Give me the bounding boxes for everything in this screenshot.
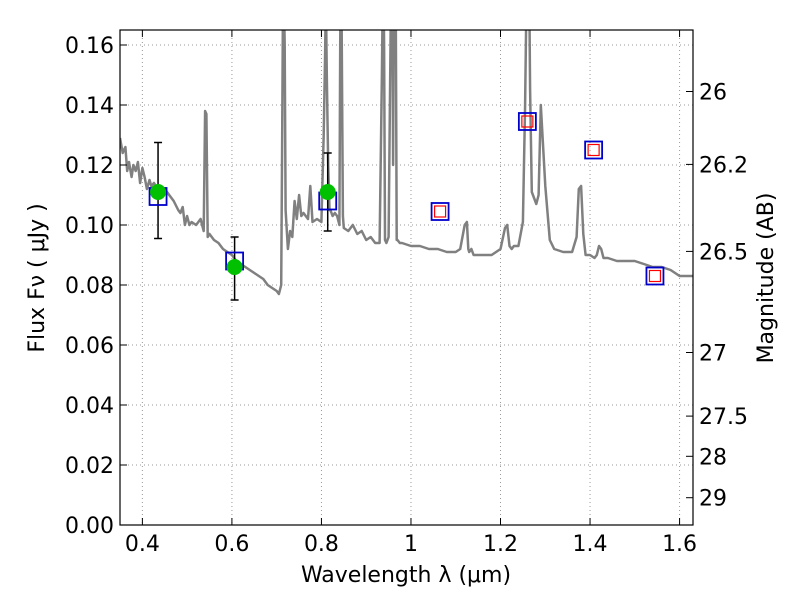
x-tick-label: 0.6 <box>214 532 249 557</box>
grid <box>120 30 693 526</box>
mag-tick-label: 27 <box>699 342 727 367</box>
model-square-marker <box>430 202 450 221</box>
x-tick-label: 0.8 <box>304 532 339 557</box>
x-tick-label: 1 <box>404 532 418 557</box>
model-square-marker <box>584 140 604 160</box>
mag-tick-label: 26.5 <box>699 240 748 265</box>
y-axis-label: Flux Fν ( μJy ) <box>25 203 50 352</box>
y-tick-label: 0.02 <box>65 454 114 479</box>
y-tick-label: 0.08 <box>65 274 114 299</box>
y-tick-label: 0.16 <box>65 34 114 59</box>
observed-circle-marker <box>226 259 243 275</box>
photometry-small-square-marker <box>433 205 447 218</box>
y-tick-label: 0.00 <box>65 514 114 539</box>
mag-tick-label: 28 <box>699 445 727 470</box>
x-tick-label: 1.4 <box>573 532 608 557</box>
x-axis-label: Wavelength λ (μm) <box>301 563 511 588</box>
photometry-small-square-marker <box>521 115 534 128</box>
y-tick-label: 0.04 <box>65 394 114 419</box>
plot-area <box>120 30 693 301</box>
spectrum-line <box>120 30 693 296</box>
model-square-marker <box>517 112 537 131</box>
y-tick-label: 0.06 <box>65 334 114 359</box>
plot-frame <box>119 29 694 526</box>
x-tick-label: 1.2 <box>483 532 518 557</box>
x-tick-label: 0.4 <box>125 532 160 557</box>
photometry-small-square-marker <box>587 143 600 157</box>
mag-tick-label: 29 <box>699 487 727 512</box>
photometry-small-square-marker <box>648 269 662 283</box>
axis-ticks: 0.4 0.6 0.8 1 1.2 1.4 1.6 0.00 0.02 0.04 0.06 0.08 0… <box>65 30 748 557</box>
mag-tick-label: 26 <box>699 81 727 106</box>
model-square-marker <box>645 266 665 286</box>
y-tick-label: 0.10 <box>65 214 114 239</box>
mag-tick-label: 26.2 <box>699 153 748 178</box>
y-tick-label: 0.12 <box>65 154 114 179</box>
observed-circle-marker <box>319 184 336 200</box>
mag-tick-label: 27.5 <box>699 405 748 430</box>
y2-axis-label: Magnitude (AB) <box>754 193 779 364</box>
x-tick-label: 1.6 <box>662 532 697 557</box>
observed-circle-marker <box>150 184 167 200</box>
y-tick-label: 0.14 <box>65 94 114 119</box>
